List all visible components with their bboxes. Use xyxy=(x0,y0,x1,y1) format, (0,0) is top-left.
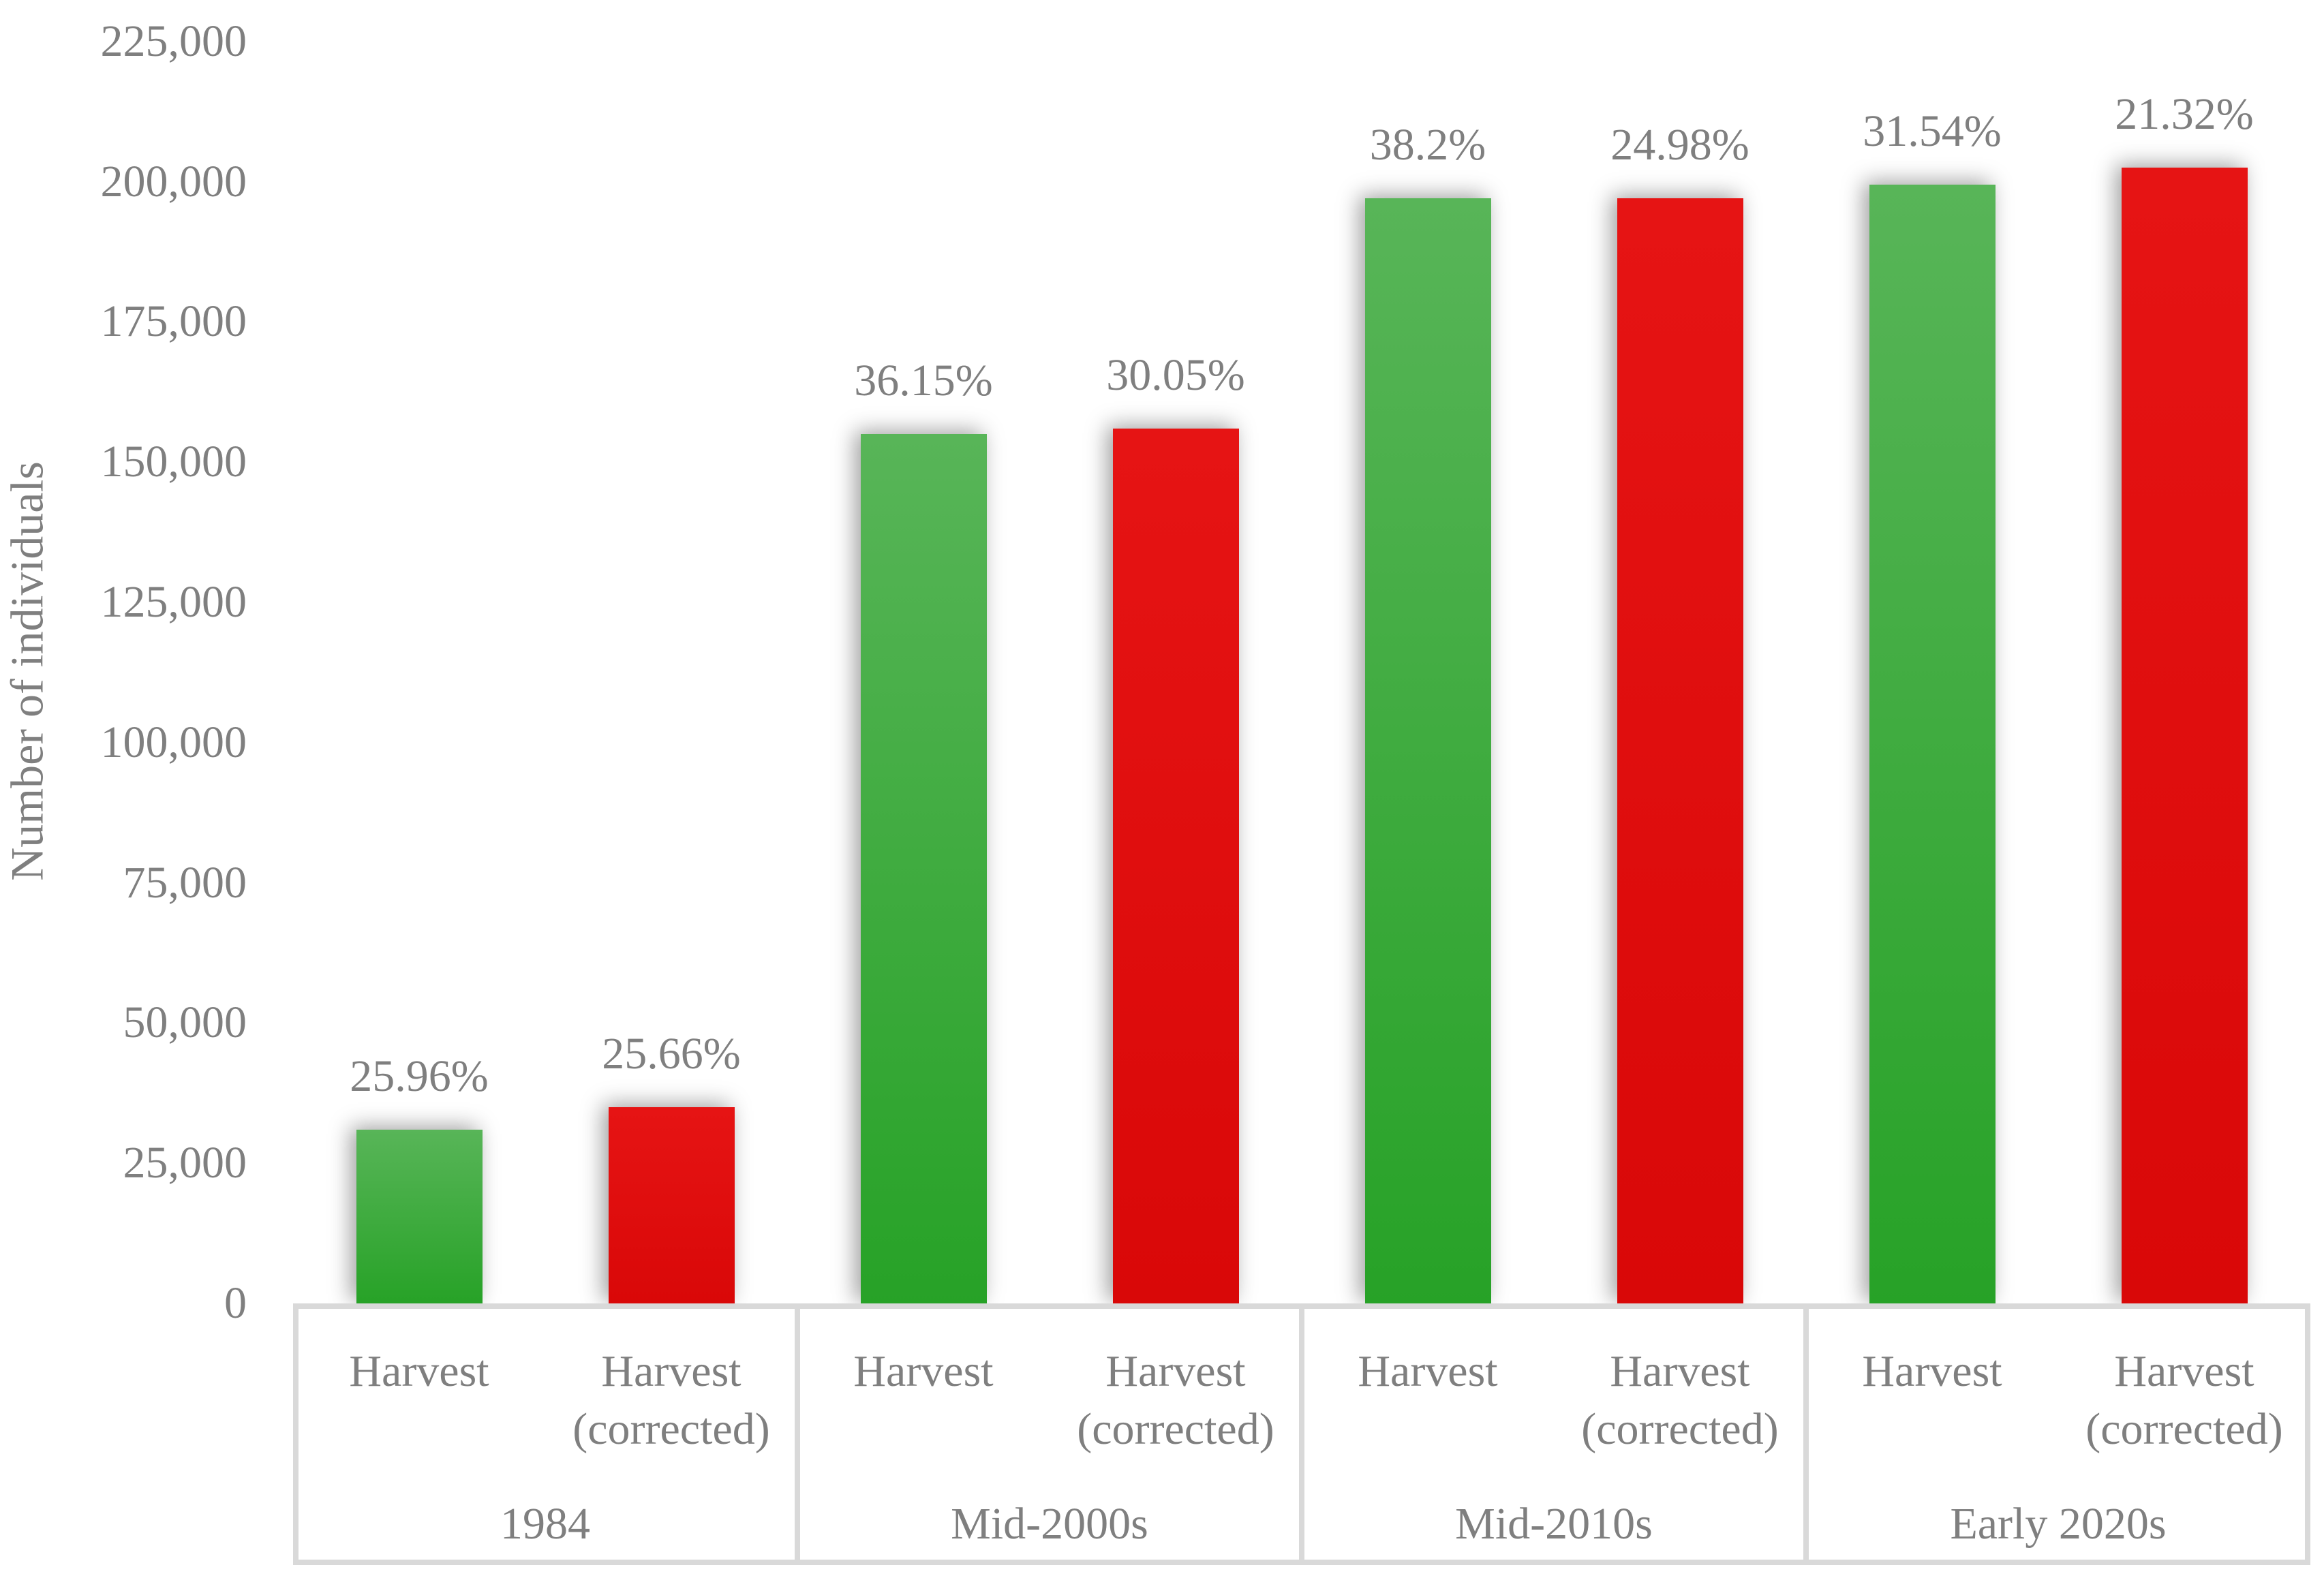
bar-harvest-corrected-early-2020s xyxy=(2122,168,2248,1303)
series-axis-label-line2: (corrected) xyxy=(572,1404,770,1454)
category-label: Early 2020s xyxy=(1950,1499,2167,1549)
bar-data-label: 30.05% xyxy=(1106,350,1245,400)
series-axis-label: Harvest xyxy=(349,1346,489,1396)
y-tick-label: 25,000 xyxy=(123,1138,247,1188)
y-tick-label: 225,000 xyxy=(100,16,247,66)
bar-harvest-corrected-1984 xyxy=(609,1107,735,1303)
bar-harvest-mid-2000s xyxy=(861,434,987,1303)
series-axis-label: Harvest xyxy=(1610,1346,1750,1396)
series-axis-label: Harvest xyxy=(1862,1346,2002,1396)
y-tick-label: 150,000 xyxy=(100,437,247,486)
y-tick-label: 0 xyxy=(224,1278,247,1328)
group-divider xyxy=(1803,1303,1809,1565)
bar-data-label: 25.66% xyxy=(602,1029,741,1079)
series-axis-label-line2: (corrected) xyxy=(1077,1404,1274,1454)
table-right-border xyxy=(2305,1303,2310,1565)
group-divider xyxy=(795,1303,800,1565)
series-axis-label: Harvest xyxy=(2114,1346,2254,1396)
bar-harvest-1984 xyxy=(356,1130,483,1303)
y-tick-label: 125,000 xyxy=(100,577,247,627)
bar-data-label: 25.96% xyxy=(350,1051,489,1101)
table-left-border xyxy=(293,1303,299,1565)
series-axis-label: Harvest xyxy=(1105,1346,1246,1396)
y-tick-label: 175,000 xyxy=(100,296,247,346)
category-label: 1984 xyxy=(500,1499,590,1549)
series-axis-label: Harvest xyxy=(601,1346,741,1396)
bar-data-label: 24.98% xyxy=(1610,120,1749,170)
bar-data-label: 36.15% xyxy=(854,356,993,405)
y-axis-title: Number of individuals xyxy=(1,461,53,881)
bar-data-label: 21.32% xyxy=(2115,89,2254,139)
x-axis-category-table: Harvest Harvest (corrected) 1984 Harvest Harv… xyxy=(293,1303,2310,1565)
bar-data-label: 31.54% xyxy=(1863,106,2002,156)
bar-harvest-corrected-mid-2010s xyxy=(1617,198,1743,1303)
category-label: Mid-2000s xyxy=(951,1499,1148,1549)
series-axis-label: Harvest xyxy=(1358,1346,1498,1396)
series-axis-label-line2: (corrected) xyxy=(2085,1404,2283,1454)
group-divider xyxy=(1299,1303,1304,1565)
bar-harvest-early-2020s xyxy=(1869,185,1996,1303)
bar-data-label: 38.2% xyxy=(1369,120,1486,170)
series-axis-label: Harvest xyxy=(853,1346,994,1396)
bar-harvest-corrected-mid-2000s xyxy=(1113,429,1239,1303)
y-tick-label: 50,000 xyxy=(123,997,247,1047)
y-tick-label: 75,000 xyxy=(123,858,247,908)
y-tick-label: 200,000 xyxy=(100,157,247,206)
series-axis-label-line2: (corrected) xyxy=(1581,1404,1779,1454)
category-label: Mid-2010s xyxy=(1455,1499,1653,1549)
bar-harvest-mid-2010s xyxy=(1365,198,1491,1303)
y-tick-label: 100,000 xyxy=(100,717,247,767)
